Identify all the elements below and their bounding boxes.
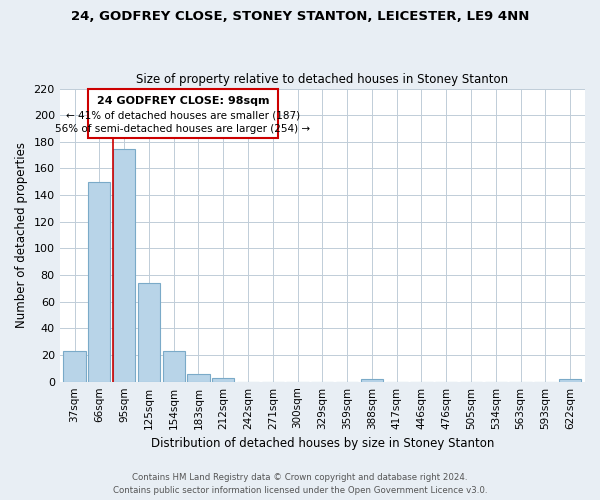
Bar <box>163 351 185 382</box>
Text: ← 41% of detached houses are smaller (187): ← 41% of detached houses are smaller (18… <box>66 110 300 120</box>
Bar <box>88 182 110 382</box>
FancyBboxPatch shape <box>88 88 278 138</box>
Title: Size of property relative to detached houses in Stoney Stanton: Size of property relative to detached ho… <box>136 73 508 86</box>
Text: 24 GODFREY CLOSE: 98sqm: 24 GODFREY CLOSE: 98sqm <box>97 96 269 106</box>
Bar <box>361 379 383 382</box>
X-axis label: Distribution of detached houses by size in Stoney Stanton: Distribution of detached houses by size … <box>151 437 494 450</box>
Text: Contains HM Land Registry data © Crown copyright and database right 2024.
Contai: Contains HM Land Registry data © Crown c… <box>113 474 487 495</box>
Bar <box>64 351 86 382</box>
Bar <box>187 374 209 382</box>
Y-axis label: Number of detached properties: Number of detached properties <box>15 142 28 328</box>
Bar <box>212 378 235 382</box>
Text: 24, GODFREY CLOSE, STONEY STANTON, LEICESTER, LE9 4NN: 24, GODFREY CLOSE, STONEY STANTON, LEICE… <box>71 10 529 23</box>
Bar <box>138 283 160 382</box>
Bar <box>113 148 135 382</box>
Bar <box>559 379 581 382</box>
Text: 56% of semi-detached houses are larger (254) →: 56% of semi-detached houses are larger (… <box>55 124 311 134</box>
